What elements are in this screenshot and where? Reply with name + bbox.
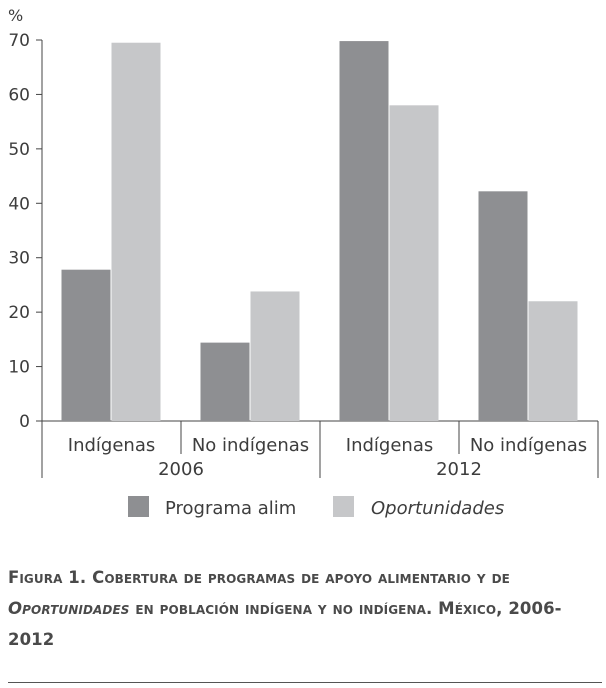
bar-programa-alim [200,342,250,421]
x-category-label: Indígenas [346,435,433,456]
bar-programa-alim [478,191,528,421]
y-tick-label: 0 [19,412,30,432]
y-tick-label: 30 [8,249,30,269]
labels: 0 10 20 30 40 50 60 70% Indígenas No indígenas Ind… [8,6,587,519]
legend-swatch [128,496,149,517]
caption-label: Figura 1. [8,568,93,587]
y-tick-label: 70 [8,31,30,51]
caption-text-italic: Oportunidades [8,599,130,618]
legend-swatch [333,496,354,517]
bar-programa-alim [61,269,111,421]
legend-label: Oportunidades [371,498,504,519]
legend-label: Programa alim [165,498,296,519]
bar-oportunidades [111,42,161,421]
y-tick-label: 20 [8,303,30,323]
bar-chart: 0 10 20 30 40 50 60 70% Indígenas No indígenas Ind… [8,6,599,519]
y-tick-label: 40 [8,194,30,214]
bar-oportunidades [528,301,578,421]
y-tick-label: 10 [8,358,30,378]
y-tick-label: 60 [8,85,30,105]
figure-caption: Figura 1. Cobertura de programas de apoy… [8,562,600,655]
bar-oportunidades [250,291,300,421]
x-category-label: No indígenas [470,435,587,456]
bars [61,41,578,422]
x-category-label: Indígenas [68,435,155,456]
bar-programa-alim [339,41,389,422]
y-axis-label: % [8,6,23,25]
y-tick-label: 50 [8,140,30,160]
bar-oportunidades [389,105,439,422]
caption-text-b: en población indígena y no indígena. Méx… [8,599,562,649]
bottom-rule [8,682,602,683]
caption-text-a: Cobertura de programas de apoyo alimenta… [92,568,510,587]
x-group-label: 2006 [158,459,204,480]
x-group-label: 2012 [436,459,482,480]
x-category-label: No indígenas [192,435,309,456]
